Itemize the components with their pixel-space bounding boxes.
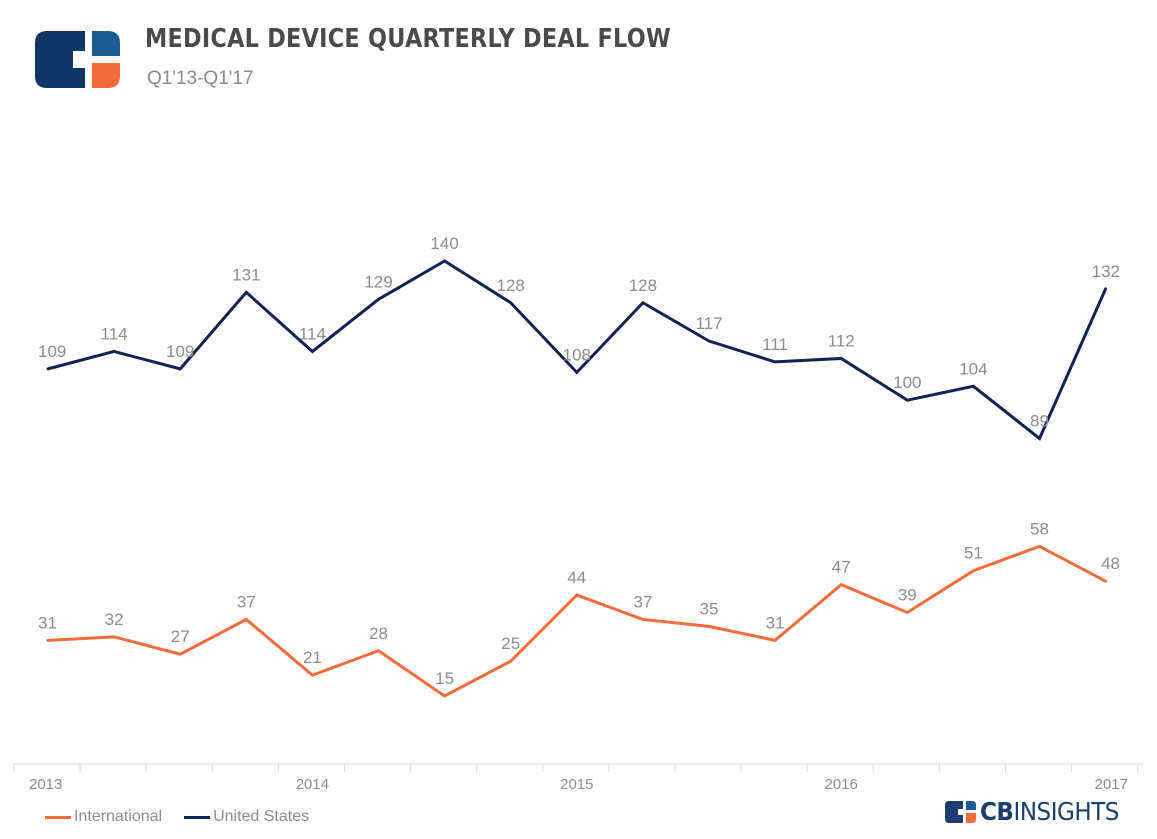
legend-item-international: International: [45, 808, 162, 826]
series-line-united-states: [46, 259, 1108, 441]
data-label-united-states: 114: [299, 324, 326, 343]
x-tick-label: 2014: [296, 776, 329, 793]
data-label-united-states: 109: [38, 342, 66, 361]
x-tick-label: 2017: [1095, 776, 1128, 793]
chart-title: MEDICAL DEVICE QUARTERLY DEAL FLOW: [145, 24, 671, 54]
data-label-united-states: 128: [497, 276, 525, 295]
data-label-united-states: 109: [166, 342, 194, 361]
data-label-international: 48: [1101, 554, 1120, 573]
legend: International United States: [45, 808, 331, 826]
brand-bold: CB: [979, 797, 1014, 826]
x-axis: 2013 2014 2015 2016 2017: [13, 763, 1143, 793]
data-label-united-states: 128: [629, 276, 657, 295]
data-label-united-states: 100: [893, 373, 921, 392]
cb-insights-logo-icon: [944, 800, 976, 823]
legend-label-international: International: [74, 808, 163, 825]
data-label-international: 44: [567, 568, 586, 587]
data-label-international: 58: [1030, 519, 1049, 538]
data-label-international: 31: [38, 613, 57, 632]
data-labels: 109 114 109 131 114 129 140 128 108 128 117 111 112 1…: [38, 234, 1120, 688]
series-layer: [46, 259, 1108, 698]
data-label-international: 25: [501, 634, 520, 653]
data-label-international: 31: [766, 613, 785, 632]
data-label-international: 37: [237, 592, 256, 611]
data-label-international: 51: [964, 544, 983, 563]
cb-logo-icon: [35, 31, 120, 88]
legend-label-united-states: United States: [213, 808, 310, 825]
x-tick-label: 2015: [560, 776, 593, 793]
data-label-united-states: 140: [430, 234, 458, 253]
data-label-united-states: 129: [364, 272, 392, 291]
series-line-international: [46, 544, 1108, 698]
legend-item-united-states: United States: [184, 808, 309, 826]
x-tick-label: 2016: [825, 776, 858, 793]
data-label-united-states: 112: [828, 331, 855, 350]
data-label-international: 35: [700, 599, 719, 618]
data-label-united-states: 89: [1030, 411, 1049, 430]
data-label-international: 15: [435, 669, 454, 688]
data-label-united-states: 111: [762, 335, 788, 354]
data-label-international: 32: [105, 610, 124, 629]
data-label-united-states: 114: [101, 324, 128, 343]
cb-insights-wordmark: CBINSIGHTS: [980, 797, 1119, 826]
data-label-united-states: 108: [563, 345, 591, 364]
data-label-international: 27: [171, 627, 190, 646]
cb-insights-brand: CBINSIGHTS: [944, 797, 1131, 826]
brand-light: INSIGHTS: [1013, 797, 1119, 826]
data-label-united-states: 132: [1092, 262, 1120, 281]
data-label-united-states: 104: [959, 359, 987, 378]
data-label-international: 47: [832, 558, 851, 577]
chart-subtitle: Q1'13-Q1'17: [147, 68, 254, 89]
data-label-united-states: 117: [695, 314, 722, 333]
data-label-international: 28: [369, 624, 388, 643]
data-label-international: 39: [898, 585, 917, 604]
international-swatch-icon: [45, 815, 71, 819]
united-states-swatch-icon: [184, 815, 211, 819]
data-label-international: 37: [633, 592, 652, 611]
x-tick-label: 2013: [29, 776, 62, 793]
data-label-united-states: 131: [232, 265, 260, 284]
data-label-international: 21: [303, 648, 322, 667]
